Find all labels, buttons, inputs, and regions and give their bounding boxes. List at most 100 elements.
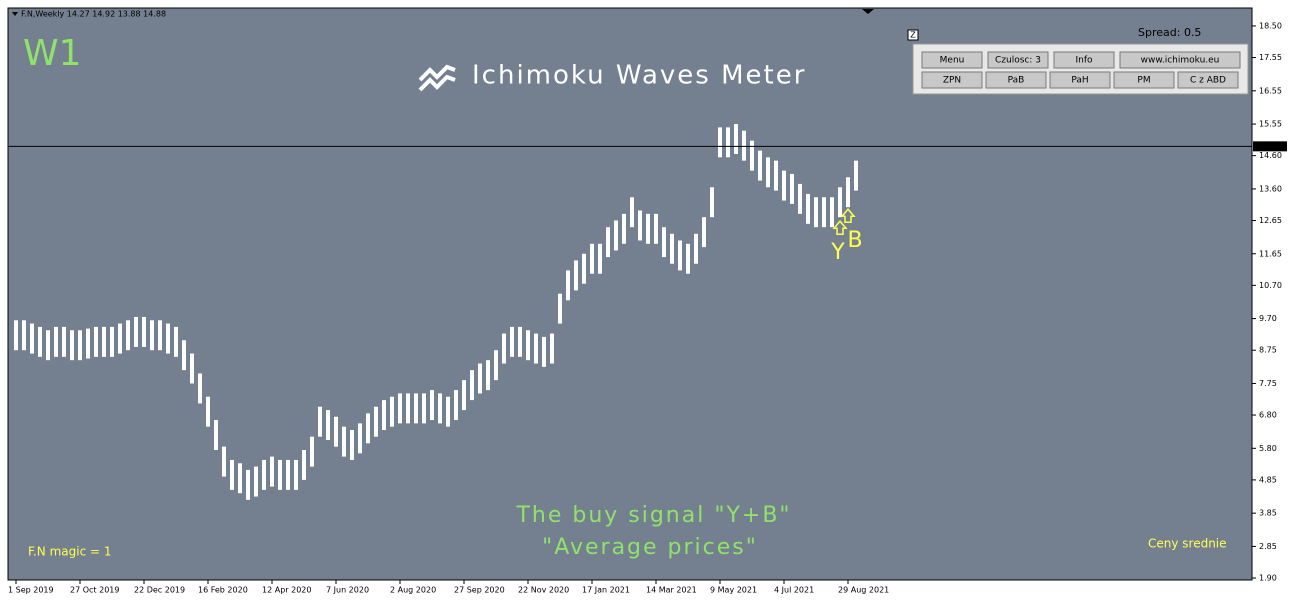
mode-label: Ceny srednie [1148, 537, 1227, 551]
bar [590, 243, 594, 274]
y-tick-label: 4.85 [1259, 475, 1277, 484]
bar [366, 413, 370, 444]
y-tick-label: 11.65 [1259, 249, 1282, 258]
bar [270, 456, 274, 487]
bar [46, 330, 50, 361]
x-tick-label: 22 Dec 2019 [134, 586, 185, 595]
y-tick-label: 5.80 [1259, 444, 1277, 453]
bar [302, 449, 306, 480]
button-face [1113, 71, 1175, 89]
y-tick-label: 1.90 [1259, 574, 1277, 583]
bar [398, 393, 402, 424]
bar [670, 233, 674, 264]
bar [598, 243, 602, 274]
y-tick-label: 18.50 [1259, 21, 1282, 30]
button[interactable]: PM [1113, 71, 1175, 89]
bar [78, 330, 82, 361]
y-tick-label: 16.55 [1259, 86, 1282, 95]
x-tick-label: 12 Apr 2020 [262, 586, 311, 595]
bar [566, 270, 570, 301]
bar [150, 320, 154, 351]
y-tick-label: 13.60 [1259, 184, 1282, 193]
bar [182, 340, 186, 371]
bar [718, 127, 722, 158]
bar [462, 380, 466, 411]
x-tick-label: 4 Jul 2021 [774, 586, 814, 595]
bar [694, 233, 698, 264]
bar [142, 316, 146, 347]
bar [646, 213, 650, 244]
bar [550, 333, 554, 364]
bar [254, 466, 258, 497]
bar [782, 170, 786, 201]
bar [62, 326, 66, 357]
logo-wave [418, 64, 456, 82]
button[interactable]: C z ABD [1177, 71, 1239, 89]
bar [318, 406, 322, 437]
plot-area [7, 7, 1253, 581]
button[interactable]: PaH [1049, 71, 1111, 89]
button-face [985, 71, 1047, 89]
brand-title: Ichimoku Waves Meter [472, 61, 806, 91]
signal-arrow [840, 208, 856, 223]
button[interactable]: Menu [921, 51, 983, 69]
bar [86, 328, 90, 359]
bar [246, 469, 250, 500]
z-button[interactable] [907, 29, 919, 41]
bar [14, 320, 18, 351]
bar [638, 210, 642, 241]
bar [630, 197, 634, 228]
button-face [987, 51, 1049, 69]
bar [446, 396, 450, 427]
signal-label: B [847, 228, 862, 253]
bar [798, 183, 802, 214]
button[interactable]: Czulosc: 3 [987, 51, 1049, 69]
bar [294, 459, 298, 490]
bar [494, 350, 498, 381]
bar [814, 197, 818, 228]
bar [766, 157, 770, 188]
spread: Spread: 0.5 [1138, 26, 1201, 39]
bar [846, 177, 850, 208]
bar [742, 130, 746, 161]
button-label: Czulosc: 3 [995, 56, 1041, 66]
bar [518, 326, 522, 357]
bar [454, 390, 458, 421]
bar [342, 426, 346, 457]
x-tick-label: 27 Oct 2019 [70, 586, 119, 595]
bar [350, 430, 354, 460]
bar [54, 326, 58, 357]
x-tick-label: 27 Sep 2020 [454, 586, 505, 595]
x-tick-label: 14 Mar 2021 [646, 586, 697, 595]
caption: The buy signal "Y+B" [515, 503, 791, 528]
button[interactable]: ZPN [921, 71, 983, 89]
bar [790, 173, 794, 204]
symbol-line: F.N,Weekly 14.27 14.92 13.88 14.88 [21, 10, 166, 19]
last-price-box [1253, 141, 1287, 152]
bar [310, 436, 314, 467]
bar [526, 330, 530, 361]
x-tick-label: 7 Jun 2020 [326, 586, 369, 595]
signal-arrow [832, 220, 848, 235]
bar [422, 393, 426, 424]
z-label: Z [910, 31, 916, 40]
bar [230, 459, 234, 490]
button[interactable]: PaB [985, 71, 1047, 89]
y-tick-label: 17.55 [1259, 53, 1282, 62]
bar [174, 326, 178, 357]
y-tick-label: 10.70 [1259, 281, 1282, 290]
button-label: ZPN [943, 76, 961, 86]
bar [686, 243, 690, 274]
shift-marker [862, 9, 874, 14]
timeframe: W1 [23, 33, 82, 74]
bar [838, 187, 842, 218]
button-label: Menu [940, 56, 965, 66]
button[interactable]: Info [1053, 51, 1115, 69]
bar [558, 293, 562, 324]
menu-triangle[interactable] [12, 12, 18, 16]
bar [654, 213, 658, 244]
bar [470, 370, 474, 401]
caption: "Average prices" [542, 535, 758, 560]
bar [726, 127, 730, 158]
button[interactable]: www.ichimoku.eu [1119, 51, 1241, 69]
